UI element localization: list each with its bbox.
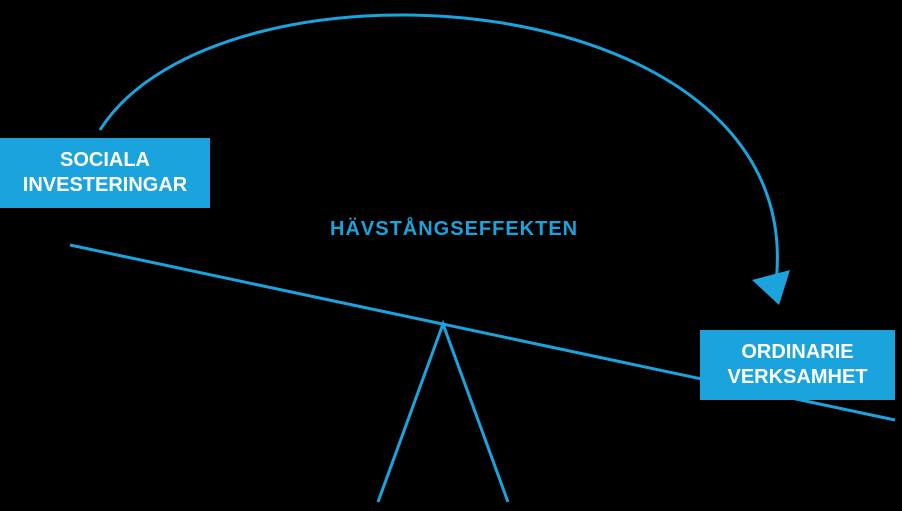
- center-label: HÄVSTÅNGSEFFEKTEN: [330, 218, 578, 241]
- left-box-line2: INVESTERINGAR: [23, 173, 187, 198]
- right-box: ORDINARIE VERKSAMHET: [700, 330, 895, 400]
- arrowhead-icon: [752, 270, 790, 305]
- left-box: SOCIALA INVESTERINGAR: [0, 138, 210, 208]
- diagram-svg: [0, 0, 902, 511]
- right-box-line1: ORDINARIE: [727, 340, 867, 365]
- right-box-line2: VERKSAMHET: [727, 365, 867, 390]
- fulcrum-triangle: [378, 324, 508, 502]
- left-box-line1: SOCIALA: [23, 148, 187, 173]
